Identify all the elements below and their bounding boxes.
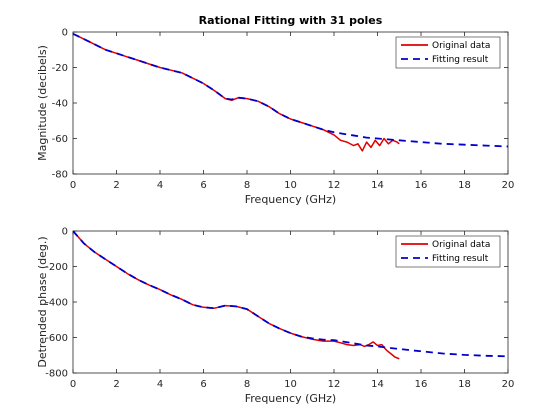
- x-tick-label: 6: [200, 180, 206, 191]
- x-tick-label: 18: [458, 379, 471, 390]
- x-tick-label: 20: [502, 379, 515, 390]
- x-tick-label: 12: [328, 379, 341, 390]
- x-axis-label: Frequency (GHz): [245, 193, 336, 206]
- x-tick-label: 0: [70, 180, 76, 191]
- x-axis-label: Frequency (GHz): [245, 392, 336, 405]
- x-tick-label: 10: [284, 180, 297, 191]
- legend-entry: Original data: [432, 240, 490, 250]
- y-tick-label: 0: [62, 28, 68, 39]
- x-tick-label: 6: [200, 379, 206, 390]
- fitting-result-line: [73, 231, 508, 358]
- x-tick-label: 8: [244, 379, 250, 390]
- x-tick-label: 10: [284, 379, 297, 390]
- legend: Original data Fitting result: [395, 235, 501, 268]
- x-tick-label: 16: [415, 379, 428, 390]
- y-axis-label: Detrended phase (deg.): [36, 236, 49, 367]
- y-tick-label: 0: [62, 227, 68, 238]
- y-tick-label: -600: [45, 333, 68, 344]
- legend-box: [395, 235, 501, 268]
- y-tick-label: -80: [52, 170, 68, 181]
- x-tick-label: 2: [113, 180, 119, 191]
- y-tick-label: -200: [45, 262, 68, 273]
- fitting-result-line: [73, 32, 508, 148]
- y-axis-label: Magnitude (decibels): [36, 45, 49, 161]
- x-tick-label: 16: [415, 180, 428, 191]
- legend: Original data Fitting result: [395, 36, 501, 69]
- chart-2: 0 2 4 6 8 10 12 14 16 18 20 -800 -600 -400 -200 0 Freque…: [36, 227, 514, 406]
- legend-box: [395, 36, 501, 69]
- y-tick-label: -400: [45, 298, 68, 309]
- legend-entry: Fitting result: [432, 55, 489, 65]
- x-tick-label: 20: [502, 180, 515, 191]
- chart-1: 0 2 4 6 8 10 12 14 16 18 20 -80 -60 -40 -20 0 Frequency …: [36, 14, 514, 206]
- x-tick-label: 12: [328, 180, 341, 191]
- x-tick-label: 8: [244, 180, 250, 191]
- y-tick-label: -60: [52, 134, 68, 145]
- x-tick-label: 14: [371, 180, 384, 191]
- x-tick-label: 4: [157, 180, 163, 191]
- x-tick-label: 14: [371, 379, 384, 390]
- x-tick-label: 18: [458, 180, 471, 191]
- y-tick-label: -20: [52, 63, 68, 74]
- chart-title: Rational Fitting with 31 poles: [199, 14, 383, 27]
- legend-entry: Original data: [432, 41, 490, 51]
- y-tick-label: -800: [45, 369, 68, 380]
- legend-entry: Fitting result: [432, 254, 489, 264]
- y-tick-label: -40: [52, 99, 68, 110]
- x-tick-label: 2: [113, 379, 119, 390]
- x-tick-label: 0: [70, 379, 76, 390]
- x-tick-label: 4: [157, 379, 163, 390]
